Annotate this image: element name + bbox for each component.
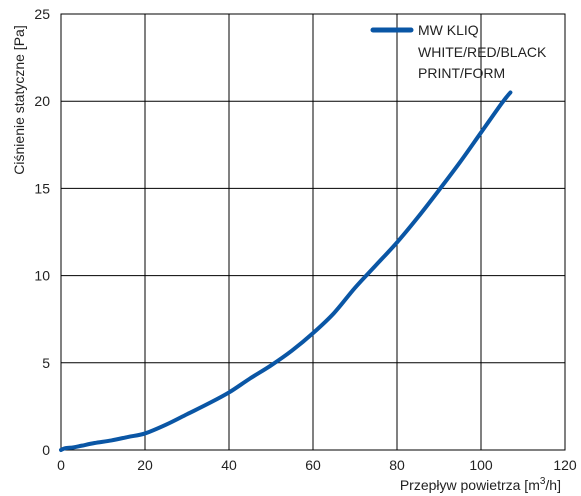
legend-line-3: PRINT/FORM (418, 65, 505, 81)
plot-frame (60, 13, 566, 451)
legend-line-1: MW KLIQ (418, 22, 479, 38)
legend-line-2: WHITE/RED/BLACK (418, 44, 547, 60)
series-layer (59, 90, 513, 452)
y-axis-label: Ciśnienie statyczne [Pa] (11, 25, 27, 174)
x-axis-label-main: Przepływ powietrza [m (400, 477, 540, 493)
y-tick-label: 25 (34, 6, 50, 22)
x-tick-label: 0 (57, 457, 65, 473)
x-tick-label: 20 (137, 457, 153, 473)
x-axis-label-tail: /h] (545, 477, 561, 493)
x-tick-label: 100 (469, 457, 493, 473)
y-tick-label: 10 (34, 268, 50, 284)
y-tick-label: 20 (34, 93, 50, 109)
x-axis-label-superscript: 3 (540, 476, 546, 487)
x-tick-label: 40 (221, 457, 237, 473)
x-tick-label: 120 (553, 457, 577, 473)
x-axis-label: Przepływ powietrza [m3/h] (400, 476, 561, 493)
y-tick-label: 0 (42, 442, 50, 458)
x-tick-label: 80 (389, 457, 405, 473)
legend: MW KLIQ WHITE/RED/BLACK PRINT/FORM (370, 22, 547, 81)
y-tick-label: 5 (42, 355, 50, 371)
y-tick-labels: 0 5 10 15 20 25 (34, 6, 50, 458)
grid-lines (61, 14, 565, 450)
x-tick-labels: 0 20 40 60 80 100 120 (57, 457, 577, 473)
y-tick-label: 15 (34, 180, 50, 196)
series-line (59, 90, 513, 452)
x-tick-label: 60 (305, 457, 321, 473)
